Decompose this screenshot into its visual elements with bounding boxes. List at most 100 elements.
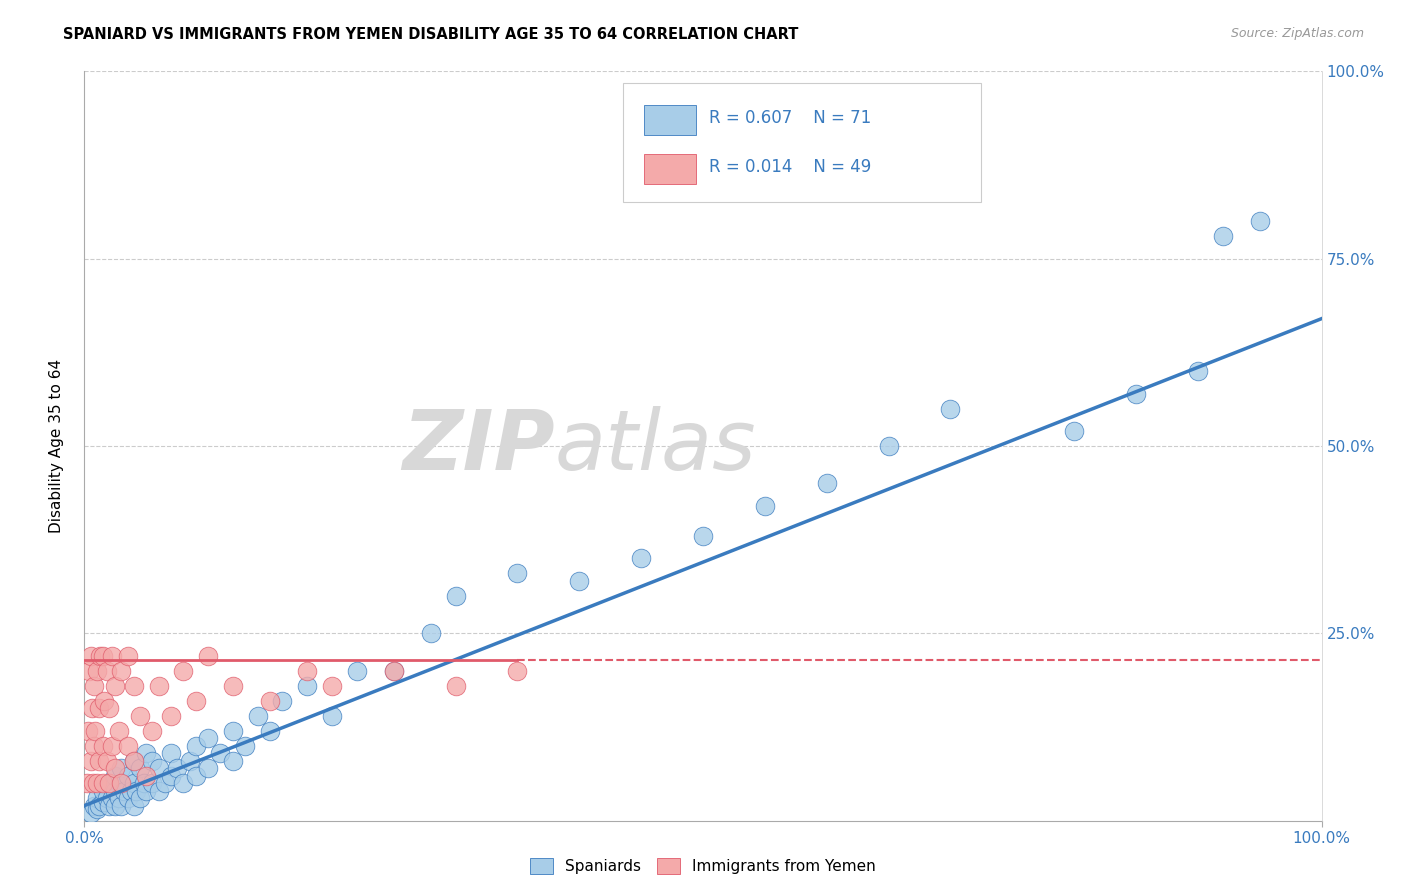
Point — [79, 664, 101, 678]
Point — [148, 679, 170, 693]
Point — [184, 739, 207, 753]
Bar — [644, 105, 696, 135]
Point — [76, 776, 98, 790]
Point — [110, 664, 132, 678]
Point — [96, 754, 118, 768]
Point — [382, 664, 405, 678]
Bar — [644, 153, 696, 184]
Point — [122, 679, 145, 693]
Point — [112, 783, 135, 797]
Point — [86, 776, 108, 790]
Point — [117, 648, 139, 663]
Point — [83, 679, 105, 693]
FancyBboxPatch shape — [623, 83, 981, 202]
Point — [166, 761, 188, 775]
Point — [117, 739, 139, 753]
Text: R = 0.607    N = 71: R = 0.607 N = 71 — [709, 109, 872, 127]
Point — [259, 723, 281, 738]
Point — [84, 723, 107, 738]
Point — [104, 679, 127, 693]
Point — [80, 701, 103, 715]
Point — [141, 723, 163, 738]
Point — [209, 746, 232, 760]
Point — [179, 754, 201, 768]
Point — [754, 499, 776, 513]
Point — [79, 806, 101, 821]
Point — [77, 723, 100, 738]
Point — [135, 769, 157, 783]
Text: ZIP: ZIP — [402, 406, 554, 486]
Point — [129, 708, 152, 723]
Point — [104, 769, 127, 783]
Point — [82, 776, 104, 790]
Point — [197, 761, 219, 775]
Point — [89, 798, 111, 813]
Point — [419, 626, 441, 640]
Point — [86, 664, 108, 678]
Point — [89, 701, 111, 715]
Point — [444, 679, 467, 693]
Point — [83, 798, 105, 813]
Point — [1063, 424, 1085, 438]
Legend: Spaniards, Immigrants from Yemen: Spaniards, Immigrants from Yemen — [524, 852, 882, 880]
Point — [295, 679, 318, 693]
Point — [91, 795, 114, 809]
Point — [108, 723, 131, 738]
Point — [98, 776, 121, 790]
Point — [91, 783, 114, 797]
Point — [184, 694, 207, 708]
Point — [100, 739, 122, 753]
Text: R = 0.014    N = 49: R = 0.014 N = 49 — [709, 158, 872, 177]
Y-axis label: Disability Age 35 to 64: Disability Age 35 to 64 — [49, 359, 63, 533]
Point — [692, 529, 714, 543]
Point — [110, 761, 132, 775]
Point — [172, 664, 194, 678]
Point — [222, 723, 245, 738]
Point — [1125, 386, 1147, 401]
Point — [321, 708, 343, 723]
Point — [129, 791, 152, 805]
Point — [321, 679, 343, 693]
Point — [132, 776, 155, 790]
Point — [108, 791, 131, 805]
Point — [100, 648, 122, 663]
Point — [135, 746, 157, 760]
Point — [259, 694, 281, 708]
Text: Source: ZipAtlas.com: Source: ZipAtlas.com — [1230, 27, 1364, 40]
Point — [125, 783, 148, 797]
Text: atlas: atlas — [554, 406, 756, 486]
Point — [172, 776, 194, 790]
Point — [91, 739, 114, 753]
Point — [89, 648, 111, 663]
Point — [568, 574, 591, 588]
Point — [148, 761, 170, 775]
Point — [91, 648, 114, 663]
Point — [98, 798, 121, 813]
Point — [96, 664, 118, 678]
Point — [104, 783, 127, 797]
Point — [79, 648, 101, 663]
Point — [98, 776, 121, 790]
Point — [246, 708, 269, 723]
Point — [160, 708, 183, 723]
Point — [122, 754, 145, 768]
Point — [117, 791, 139, 805]
Point — [104, 798, 127, 813]
Point — [295, 664, 318, 678]
Point — [222, 679, 245, 693]
Point — [271, 694, 294, 708]
Point — [93, 694, 115, 708]
Text: SPANIARD VS IMMIGRANTS FROM YEMEN DISABILITY AGE 35 TO 64 CORRELATION CHART: SPANIARD VS IMMIGRANTS FROM YEMEN DISABI… — [63, 27, 799, 42]
Point — [110, 776, 132, 790]
Point — [184, 769, 207, 783]
Point — [160, 746, 183, 760]
Point — [1249, 214, 1271, 228]
Point — [86, 791, 108, 805]
Point — [1212, 229, 1234, 244]
Point — [1187, 364, 1209, 378]
Point — [110, 776, 132, 790]
Point — [815, 476, 838, 491]
Point — [79, 754, 101, 768]
Point — [382, 664, 405, 678]
Point — [86, 802, 108, 816]
